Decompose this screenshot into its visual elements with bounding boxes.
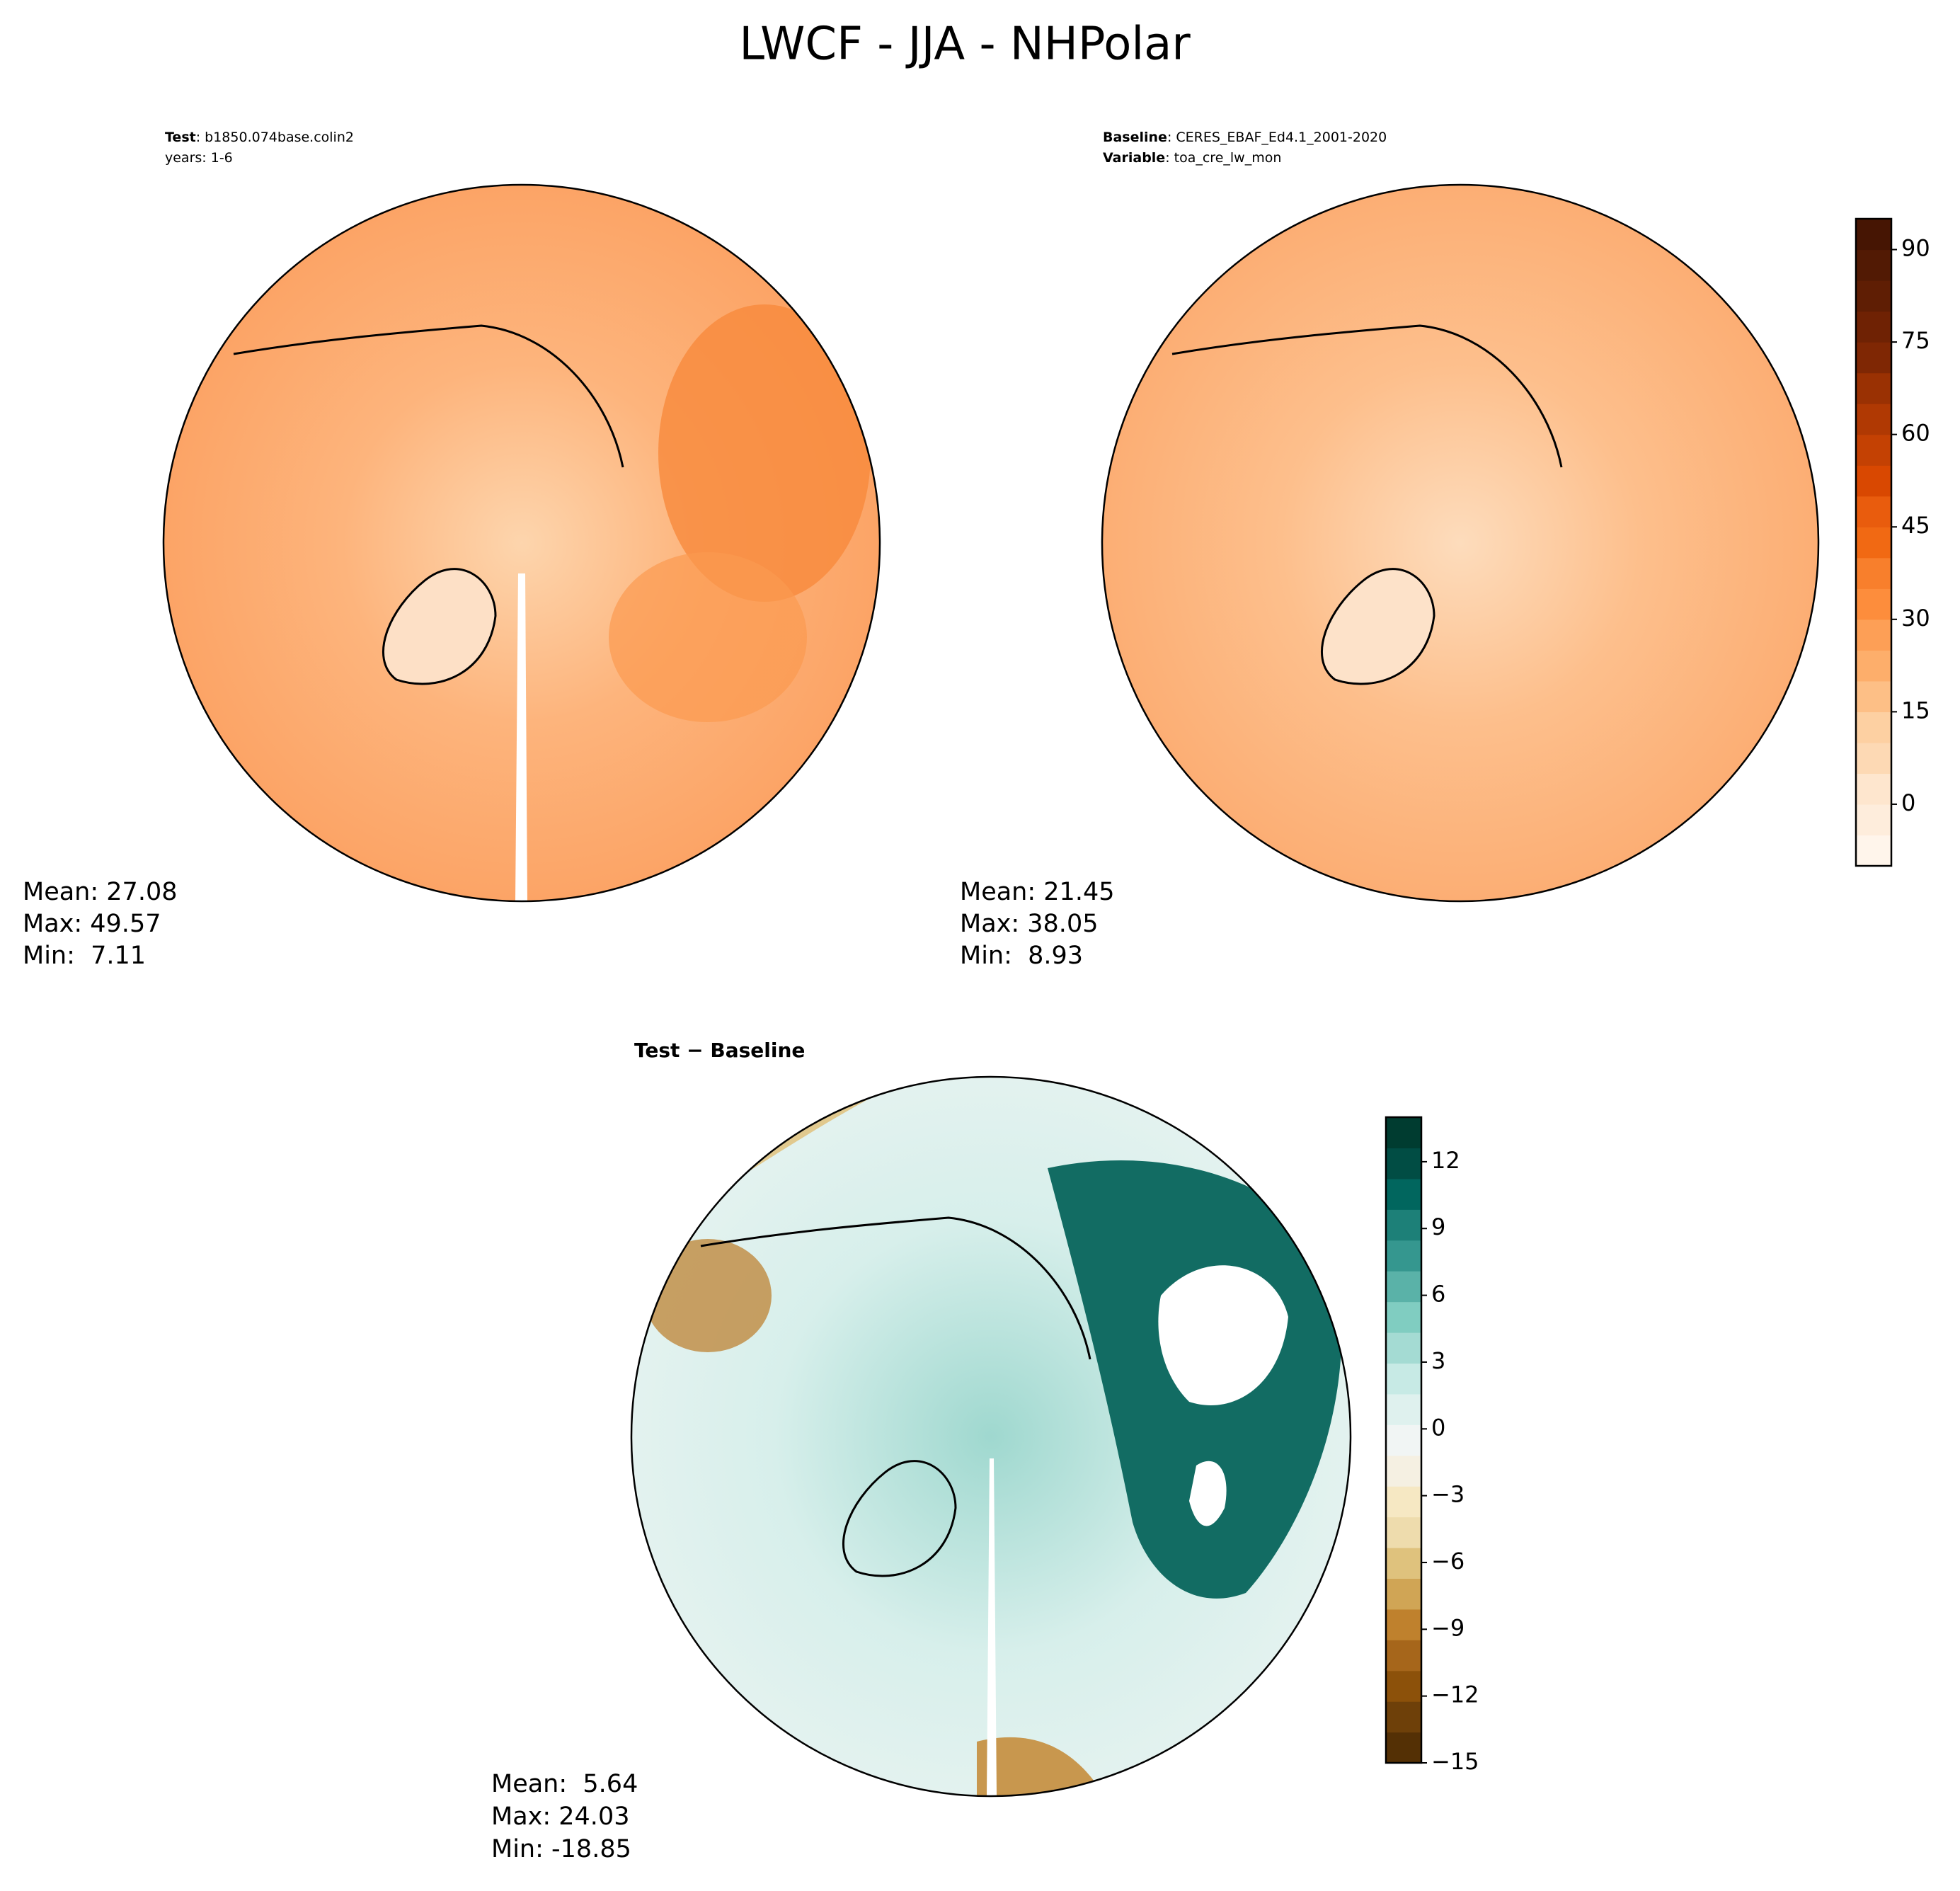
- colorbar-band: [1386, 1332, 1421, 1364]
- colorbar-tick-label: −6: [1431, 1548, 1465, 1575]
- panel-header: Baseline: CERES_EBAF_Ed4.1_2001-2020: [1103, 130, 1387, 145]
- header-label: Test − Baseline: [634, 1039, 805, 1062]
- stat-line: Mean: 5.64: [491, 1770, 638, 1798]
- stat-line: Max: 38.05: [960, 910, 1098, 938]
- colorbar-band: [1386, 1455, 1421, 1487]
- colorbar-tick-label: 45: [1901, 512, 1930, 539]
- colorbar-band: [1856, 342, 1891, 374]
- colorbar-band: [1386, 1301, 1421, 1333]
- colorbar-band: [1386, 1670, 1421, 1702]
- map-difference: [631, 1077, 1351, 1796]
- header-text: : CERES_EBAF_Ed4.1_2001-2020: [1167, 130, 1387, 145]
- colorbars: 0 15 30 45 60 75 90 −15 −12 −9 −6 −3 0 3 6 9 12: [1385, 217, 1930, 1775]
- colorbar-band: [1856, 712, 1891, 743]
- colorbar-tick-label: −9: [1431, 1614, 1465, 1641]
- panel-header: years: 1-6: [165, 150, 233, 166]
- colorbar-band: [1856, 742, 1891, 775]
- panel-header: Test: b1850.074base.colin2: [165, 130, 354, 145]
- panel-header: Variable: toa_cre_lw_mon: [1103, 150, 1281, 166]
- colorbar-band: [1856, 680, 1891, 712]
- colorbar-band: [1856, 404, 1891, 435]
- colorbar-band: [1856, 557, 1891, 589]
- colorbar-tick-label: −15: [1431, 1748, 1479, 1775]
- map-baseline: [1102, 185, 1818, 901]
- colorbar-band: [1386, 1732, 1421, 1764]
- stat-line: Min: 7.11: [23, 942, 146, 970]
- header-text: years: 1-6: [165, 150, 233, 166]
- stat-line: Mean: 27.08: [23, 878, 177, 906]
- stat-line: Min: -18.85: [491, 1835, 631, 1863]
- colorbar-band: [1386, 1209, 1421, 1241]
- colorbar-band: [1386, 1117, 1421, 1149]
- colorbar-band: [1856, 804, 1891, 836]
- header-text: : toa_cre_lw_mon: [1165, 150, 1281, 166]
- map-test: [164, 185, 880, 901]
- annotations: Test: b1850.074base.colin2 years: 1-6 Mean…: [23, 130, 1387, 1863]
- colorbar-tick-label: 15: [1901, 697, 1930, 724]
- colorbar-band: [1386, 1516, 1421, 1548]
- colorbar-tick-label: 0: [1901, 789, 1915, 816]
- colorbar-band: [1856, 527, 1891, 559]
- stat-line: Max: 24.03: [491, 1803, 629, 1831]
- colorbar-band: [1856, 496, 1891, 527]
- colorbar-tick-label: −3: [1431, 1481, 1465, 1508]
- colorbar-band: [1386, 1271, 1421, 1303]
- colorbar-tick-label: 60: [1901, 420, 1930, 447]
- colorbar-tick-label: 30: [1901, 605, 1930, 632]
- colorbar-band: [1856, 249, 1891, 281]
- colorbar-frame: [1855, 217, 1893, 867]
- header-label: Baseline: [1103, 130, 1167, 145]
- colorbar-band: [1386, 1701, 1421, 1733]
- header-label: Variable: [1103, 150, 1165, 166]
- colorbar-band: [1386, 1548, 1421, 1579]
- colorbar-band: [1856, 219, 1891, 251]
- colorbar-band: [1856, 588, 1891, 620]
- colorbar-band: [1386, 1393, 1421, 1425]
- colorbar-band: [1386, 1578, 1421, 1610]
- header-text: : b1850.074base.colin2: [196, 130, 354, 145]
- colorbar-band: [1386, 1148, 1421, 1179]
- colorbar-tick-label: 90: [1901, 235, 1930, 262]
- colorbar-band: [1856, 835, 1891, 867]
- colorbar-frame: [1385, 1116, 1423, 1764]
- colorbar-band: [1856, 650, 1891, 682]
- colorbar-tick-label: 9: [1431, 1213, 1445, 1240]
- panel-header: Test − Baseline: [634, 1039, 805, 1062]
- figure-title: LWCF - JJA - NHPolar: [739, 18, 1191, 71]
- colorbar-tick-label: 3: [1431, 1347, 1445, 1374]
- colorbar-band: [1856, 372, 1891, 404]
- colorbar-band: [1386, 1609, 1421, 1640]
- colorbar-band: [1856, 465, 1891, 497]
- colorbar-band: [1856, 773, 1891, 805]
- colorbar-band: [1386, 1363, 1421, 1395]
- header-label: Test: [165, 130, 196, 145]
- colorbar-band: [1386, 1178, 1421, 1210]
- colorbar-band: [1386, 1640, 1421, 1672]
- colorbar-band: [1856, 434, 1891, 466]
- colorbar-band: [1856, 311, 1891, 343]
- colorbar-band: [1386, 1240, 1421, 1272]
- colorbar-tick-label: −12: [1431, 1681, 1479, 1708]
- colorbar-band: [1856, 280, 1891, 312]
- stat-line: Min: 8.93: [960, 942, 1083, 970]
- stat-line: Max: 49.57: [23, 910, 161, 938]
- colorbar-band: [1386, 1424, 1421, 1456]
- colorbar-tick-label: 6: [1431, 1281, 1445, 1308]
- colorbar-band: [1386, 1486, 1421, 1518]
- stat-line: Mean: 21.45: [960, 878, 1114, 906]
- colorbar-tick-label: 0: [1431, 1414, 1445, 1441]
- colorbar-band: [1856, 619, 1891, 651]
- colorbar-tick-label: 12: [1431, 1147, 1460, 1174]
- colorbar-tick-label: 75: [1901, 327, 1930, 354]
